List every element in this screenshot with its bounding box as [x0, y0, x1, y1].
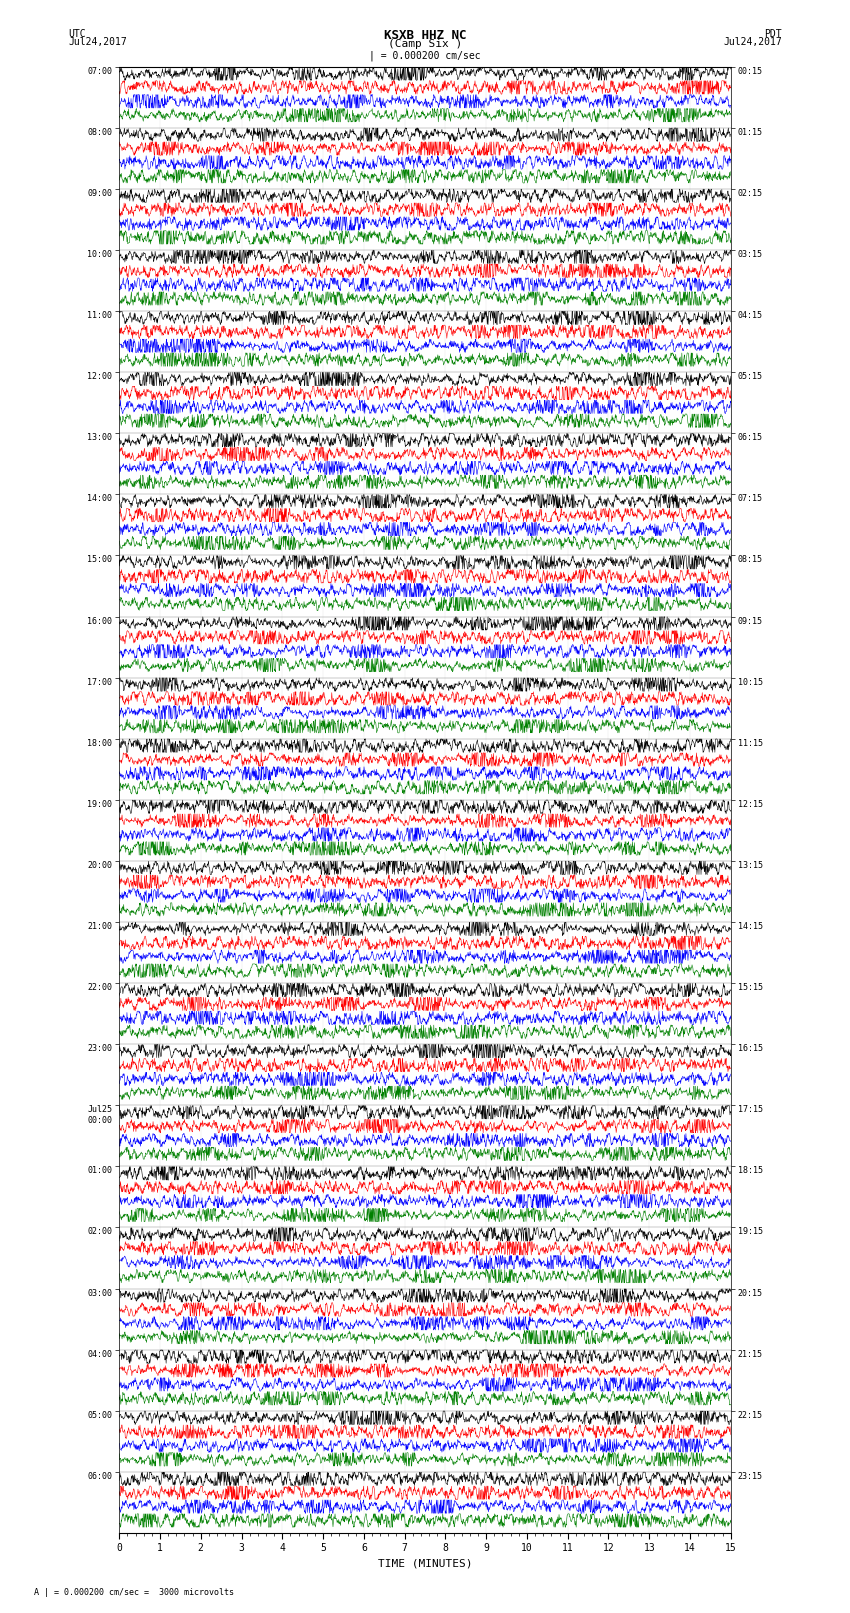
Text: PDT: PDT: [764, 29, 782, 39]
Text: KSXB HHZ NC: KSXB HHZ NC: [383, 29, 467, 42]
X-axis label: TIME (MINUTES): TIME (MINUTES): [377, 1560, 473, 1569]
Text: A | = 0.000200 cm/sec =  3000 microvolts: A | = 0.000200 cm/sec = 3000 microvolts: [34, 1587, 234, 1597]
Text: UTC: UTC: [68, 29, 86, 39]
Text: Jul24,2017: Jul24,2017: [68, 37, 127, 47]
Text: | = 0.000200 cm/sec: | = 0.000200 cm/sec: [369, 50, 481, 61]
Text: (Camp Six ): (Camp Six ): [388, 39, 462, 48]
Text: Jul24,2017: Jul24,2017: [723, 37, 782, 47]
